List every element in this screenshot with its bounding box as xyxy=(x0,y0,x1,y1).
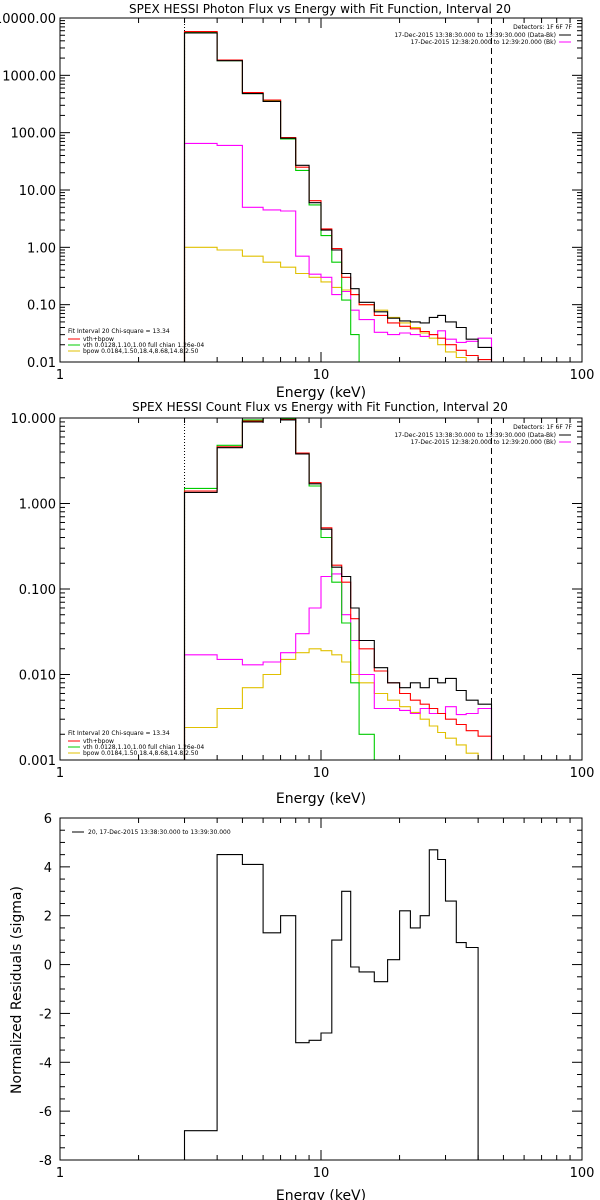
x-axis-label: Energy (keV) xyxy=(276,1188,366,1200)
x-tick-label: 10 xyxy=(313,1166,330,1181)
y-tick-label: 1000.00 xyxy=(2,69,56,84)
x-axis-label: Energy (keV) xyxy=(276,791,366,807)
y-tick-label: -2 xyxy=(39,1007,52,1022)
y-axis-label: Normalized Residuals (sigma) xyxy=(9,886,25,1094)
y-tick-label: 2 xyxy=(44,910,52,925)
y-tick-label: -4 xyxy=(39,1056,52,1071)
x-tick-label: 10 xyxy=(313,368,330,383)
y-tick-label: 0.01 xyxy=(27,356,56,371)
photon-flux-panel: SPEX HESSI Photon Flux vs Energy with Fi… xyxy=(0,2,594,401)
residuals-panel: 1 10 100 6 4 2 0 -2 -4 -6 -8 20, 17-Dec-2015 13:38… xyxy=(9,812,594,1200)
x-tick-label: 10 xyxy=(313,766,330,781)
series-vth xyxy=(183,31,492,363)
series-data xyxy=(183,849,492,1161)
y-tick-label: 1.00 xyxy=(27,241,56,256)
y-tick-label: 0.100 xyxy=(19,583,56,598)
series-bk xyxy=(183,142,493,362)
x-tick-label: 1 xyxy=(56,1166,64,1181)
series-total xyxy=(183,31,493,362)
x-tick-label: 100 xyxy=(570,1166,595,1181)
y-tick-label: -8 xyxy=(39,1154,52,1169)
fit-legend-total: vth+bpow xyxy=(83,336,114,343)
x-tick-label: 1 xyxy=(56,766,64,781)
x-tick-label: 100 xyxy=(570,766,595,781)
fit-legend-vth: vth 0.0128,1.10,1.00 full chian 1.26e-04 xyxy=(83,744,204,751)
y-tick-label: 10000.00 xyxy=(0,12,56,27)
series-bpow xyxy=(183,648,492,761)
chart-title: SPEX HESSI Photon Flux vs Energy with Fi… xyxy=(129,2,511,16)
y-tick-label: 10.00 xyxy=(19,184,56,199)
y-tick-label: 4 xyxy=(44,861,52,876)
y-tick-label: 0 xyxy=(44,959,52,974)
detector-label: Detectors: 1F 6F 7F xyxy=(513,24,572,31)
time-legend-data: 17-Dec-2015 13:38:30.000 to 13:39:30.000… xyxy=(394,32,556,39)
y-tick-label: 1.000 xyxy=(19,498,56,513)
chart-title: SPEX HESSI Count Flux vs Energy with Fit… xyxy=(132,400,508,414)
y-tick-label: 10.000 xyxy=(11,412,57,427)
time-legend-bk: 17-Dec-2015 12:38:20.000 to 12:39:20.000… xyxy=(411,39,556,46)
residual-legend: 20, 17-Dec-2015 13:38:30.000 to 13:39:30… xyxy=(88,829,231,836)
x-tick-label: 100 xyxy=(570,368,595,383)
plot-frame xyxy=(59,817,583,1161)
series-data xyxy=(183,32,493,362)
fit-legend-total: vth+bpow xyxy=(83,738,114,745)
x-tick-label: 1 xyxy=(56,368,64,383)
y-tick-label: -6 xyxy=(39,1105,52,1120)
plot-frame xyxy=(59,17,583,363)
count-flux-panel: SPEX HESSI Count Flux vs Energy with Fit… xyxy=(11,400,595,807)
y-tick-label: 0.010 xyxy=(19,669,56,684)
detector-label: Detectors: 1F 6F 7F xyxy=(513,424,572,431)
y-tick-label: 0.10 xyxy=(27,299,56,314)
y-tick-label: 6 xyxy=(44,812,52,827)
time-legend-data: 17-Dec-2015 13:38:30.000 to 13:39:30.000… xyxy=(394,432,556,439)
series-bk xyxy=(183,573,493,760)
fit-legend-bpow: bpow 0.0184,1.50,18.4,8.68,14.8,2.50 xyxy=(83,750,199,757)
fit-legend-header: Fit Interval 20 Chi-square = 13.34 xyxy=(68,730,170,737)
fit-legend-vth: vth 0.0128,1.10,1.00 full chian 1.26e-04 xyxy=(83,342,204,349)
fit-legend-bpow: bpow 0.0184,1.50,18.4,8.68,14.8,2.50 xyxy=(83,348,199,355)
y-tick-label: 0.001 xyxy=(19,754,56,769)
y-tick-label: 100.00 xyxy=(11,127,57,142)
time-legend-bk: 17-Dec-2015 12:38:20.000 to 12:39:20.000… xyxy=(411,439,556,446)
x-axis-label: Energy (keV) xyxy=(276,385,366,401)
fit-legend-header: Fit Interval 20 Chi-square = 13.34 xyxy=(68,328,170,335)
